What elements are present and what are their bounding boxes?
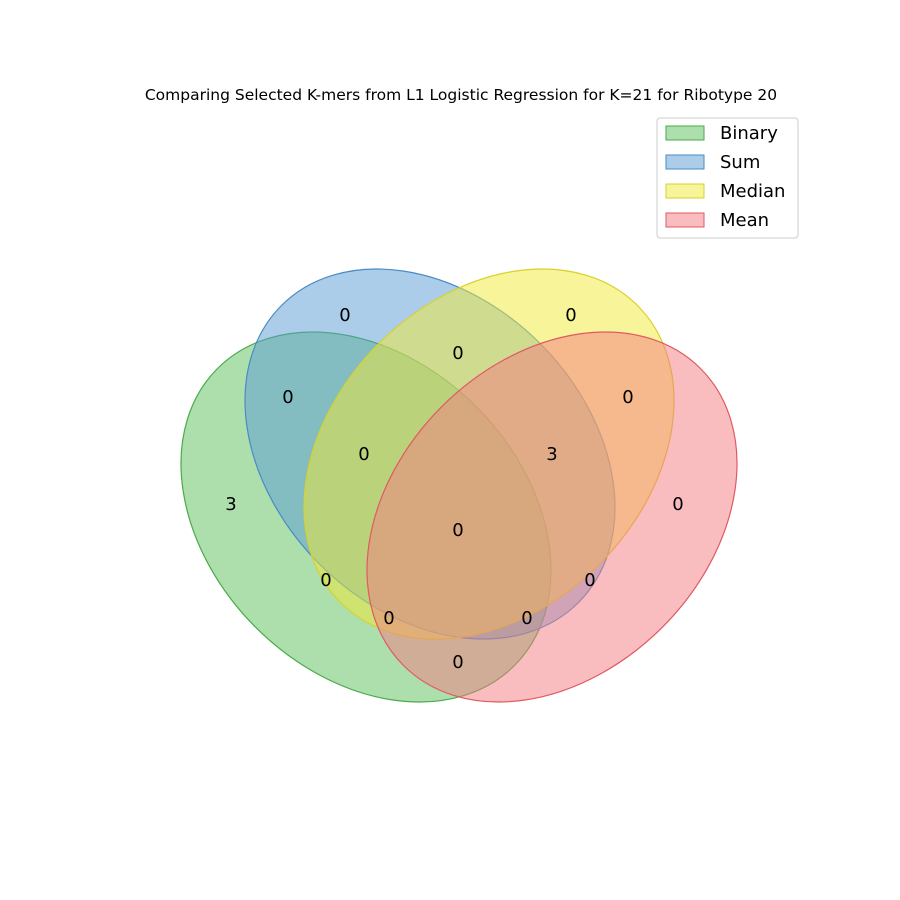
legend: Binary Sum Median Mean <box>656 117 799 239</box>
legend-swatch-median <box>665 183 705 199</box>
count-median-only: 0 <box>565 305 576 326</box>
chart-title: Comparing Selected K-mers from L1 Logist… <box>145 86 777 104</box>
legend-label-sum: Sum <box>720 152 760 173</box>
count-sum-median-mean: 3 <box>546 444 557 465</box>
count-binary-median-mean: 0 <box>383 608 394 629</box>
set-ellipses <box>180 268 738 703</box>
legend-label-binary: Binary <box>720 123 778 144</box>
count-median-mean: 0 <box>622 387 633 408</box>
count-mean-only: 0 <box>672 494 683 515</box>
count-binary-mean: 0 <box>452 652 463 673</box>
legend-label-mean: Mean <box>720 210 769 231</box>
legend-swatch-binary <box>665 125 705 141</box>
region-counts: 0 0 0 0 0 0 3 3 0 0 0 0 0 0 0 <box>225 305 683 673</box>
count-binary-only: 3 <box>225 494 236 515</box>
legend-box <box>656 117 799 239</box>
count-sum-only: 0 <box>339 305 350 326</box>
count-binary-median: 0 <box>320 570 331 591</box>
count-all-four: 0 <box>452 520 463 541</box>
count-binary-sum-mean: 0 <box>521 608 532 629</box>
legend-swatch-sum <box>665 154 705 170</box>
ellipse-mean <box>366 331 738 703</box>
count-binary-sum: 0 <box>282 387 293 408</box>
legend-swatch-mean <box>665 212 705 228</box>
legend-label-median: Median <box>720 181 785 202</box>
count-sum-mean: 0 <box>584 570 595 591</box>
count-binary-sum-median: 0 <box>358 444 369 465</box>
count-sum-median: 0 <box>452 343 463 364</box>
